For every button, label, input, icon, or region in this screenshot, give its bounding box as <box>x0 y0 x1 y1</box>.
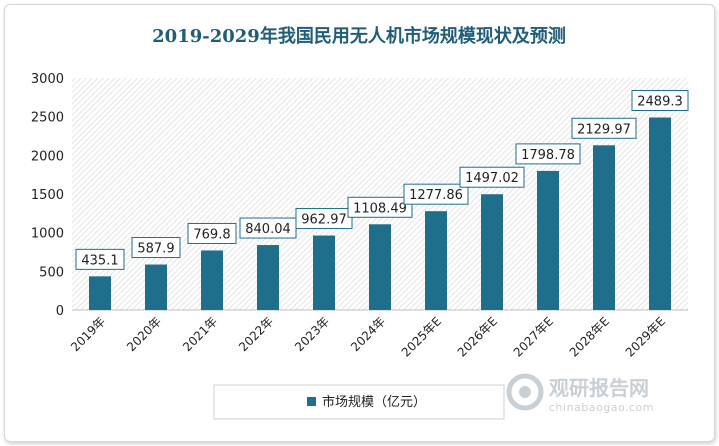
y-tick-label: 500 <box>39 265 64 280</box>
bar <box>649 117 671 310</box>
bar <box>593 145 615 310</box>
data-label-box <box>131 237 181 259</box>
data-label: 435.1 <box>81 253 118 268</box>
data-label: 1798.78 <box>521 148 575 163</box>
data-label-box <box>631 89 689 111</box>
watermark-text-cn: 观研报告网 <box>549 376 649 400</box>
x-tick-label: 2019年 <box>68 314 108 354</box>
data-label: 2489.3 <box>637 94 683 109</box>
data-label: 840.04 <box>245 222 291 237</box>
data-label-box <box>459 166 525 188</box>
chart-title: 2019-2029年我国民用无人机市场规模现状及预测 <box>152 25 566 47</box>
x-tick-label: 2020年 <box>124 314 164 354</box>
data-label: 1277.86 <box>409 188 463 203</box>
watermark-text-en: chinabaogao.com <box>549 401 654 414</box>
data-label: 1497.02 <box>465 171 519 186</box>
bar <box>425 211 447 310</box>
bar <box>89 276 111 310</box>
data-label: 1108.49 <box>353 201 407 216</box>
bar <box>145 264 167 310</box>
y-tick-label: 3000 <box>31 72 64 87</box>
x-tick-label: 2022年 <box>236 314 276 354</box>
data-label: 587.9 <box>137 242 174 257</box>
bar <box>537 170 559 310</box>
legend-swatch <box>307 397 316 406</box>
watermark: 观研报告网 chinabaogao.com <box>506 373 654 414</box>
y-tick-label: 1500 <box>31 188 64 203</box>
y-axis: 0 500 1000 1500 2000 2500 3000 <box>31 72 688 319</box>
legend-box <box>213 384 505 420</box>
data-label-box <box>75 248 125 270</box>
legend-label: 市场规模（亿元） <box>322 394 426 410</box>
x-axis: 2019年 2020年 2021年 2022年 2023年 2024年 2025年E 2026… <box>68 314 668 359</box>
data-label-box <box>515 143 581 165</box>
bar-series <box>89 117 671 310</box>
x-tick-label: 2021年 <box>180 314 220 354</box>
x-tick-label: 2025年E <box>399 314 444 359</box>
y-tick-label: 1000 <box>31 227 64 242</box>
bar <box>369 224 391 310</box>
x-tick-label: 2024年 <box>348 314 388 354</box>
bar <box>481 194 503 310</box>
x-tick-label: 2029年E <box>623 314 668 359</box>
bar <box>201 250 223 310</box>
data-labels: 435.1 587.9 769.8 840.04 962.97 1108.491277.8… <box>75 89 689 270</box>
y-tick-label: 0 <box>56 304 64 319</box>
data-label-box <box>403 183 469 205</box>
bar <box>257 245 279 310</box>
legend: 市场规模（亿元） <box>213 384 505 420</box>
y-tick-label: 2500 <box>31 111 64 126</box>
x-tick-label: 2027年E <box>511 314 556 359</box>
data-label-box <box>347 196 413 218</box>
data-label-box <box>571 117 637 139</box>
x-tick-label: 2028年E <box>567 314 612 359</box>
watermark-logo-icon <box>506 373 544 411</box>
data-label-box <box>295 208 353 230</box>
y-tick-label: 2000 <box>31 149 64 164</box>
watermark-logo-dot-icon <box>519 386 531 398</box>
bar <box>313 235 335 310</box>
data-label: 769.8 <box>193 227 230 242</box>
data-label-box <box>187 222 237 244</box>
x-tick-label: 2026年E <box>455 314 500 359</box>
x-tick-label: 2023年 <box>292 314 332 354</box>
data-label: 962.97 <box>301 213 347 228</box>
data-label: 2129.97 <box>577 122 631 137</box>
